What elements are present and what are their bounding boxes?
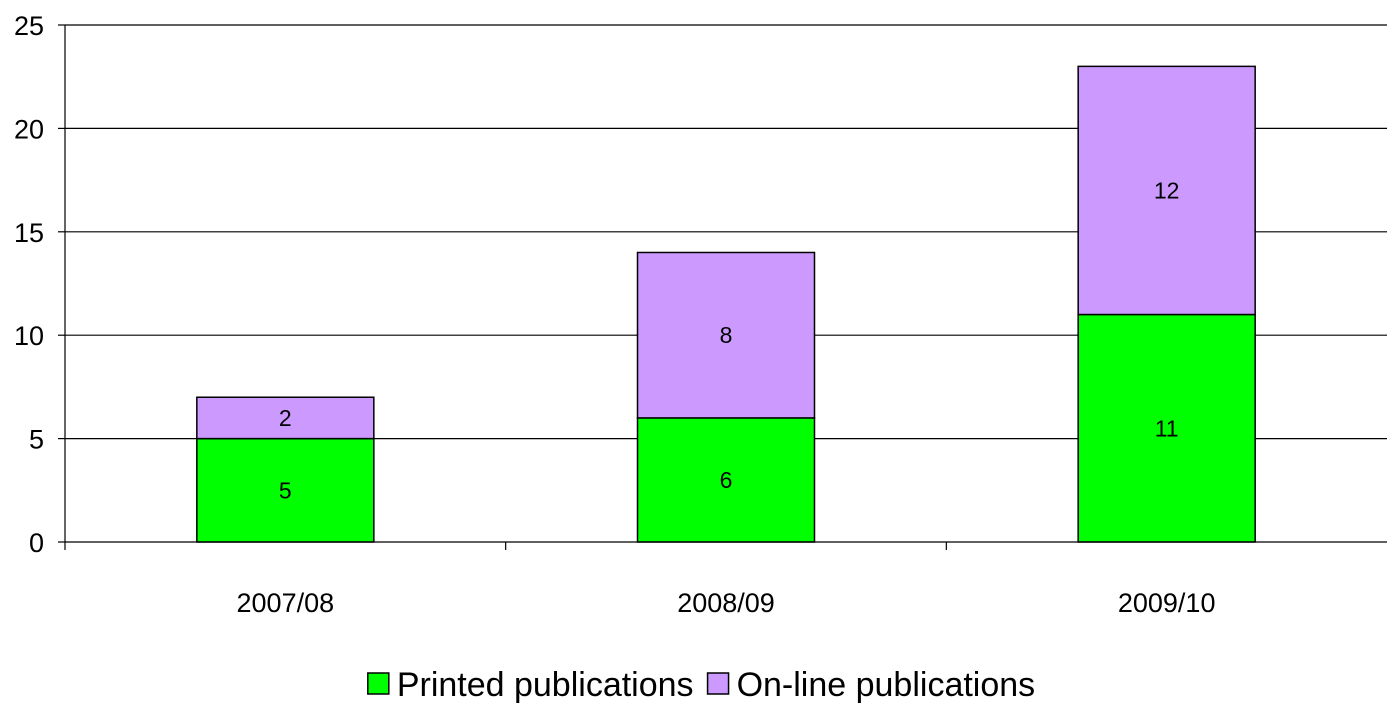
bar-segment	[1077, 65, 1256, 316]
data-label: 6	[720, 467, 733, 493]
legend-swatch	[706, 672, 730, 695]
data-label: 11	[1155, 415, 1179, 441]
legend: Printed publications On-line publications	[367, 666, 1036, 704]
data-label: 2	[279, 405, 292, 431]
y-tick-label: 20	[14, 114, 44, 144]
bar-segment	[196, 396, 375, 440]
y-tick-label: 15	[14, 218, 44, 248]
bars	[196, 65, 1256, 543]
y-axis-ticks: 0 5 10 15 20 25	[14, 11, 65, 558]
y-tick-label: 0	[29, 528, 44, 558]
data-label: 8	[720, 322, 733, 348]
legend-label: Printed publications	[397, 666, 694, 704]
data-label: 12	[1154, 177, 1180, 203]
legend-label: On-line publications	[737, 666, 1036, 704]
y-tick-label: 5	[29, 425, 44, 455]
data-label: 5	[279, 477, 292, 503]
axes	[64, 25, 1387, 550]
bar-segment	[636, 251, 816, 419]
legend-swatch	[367, 672, 390, 695]
legend-item: On-line publications	[706, 666, 1036, 704]
y-tick-label: 25	[14, 11, 44, 41]
data-labels: 5 2 6 8 11 12	[279, 177, 1180, 503]
bar-segment	[196, 437, 375, 543]
x-category-label: 2008/09	[677, 588, 775, 618]
bar-segment	[636, 417, 816, 543]
bar-segment	[1077, 313, 1256, 543]
legend-item: Printed publications	[367, 666, 694, 704]
x-category-label: 2007/08	[237, 588, 335, 618]
y-tick-label: 10	[14, 321, 44, 351]
x-axis-ticks: 2007/08 2008/09 2009/10	[237, 588, 1216, 618]
x-category-label: 2009/10	[1118, 588, 1216, 618]
